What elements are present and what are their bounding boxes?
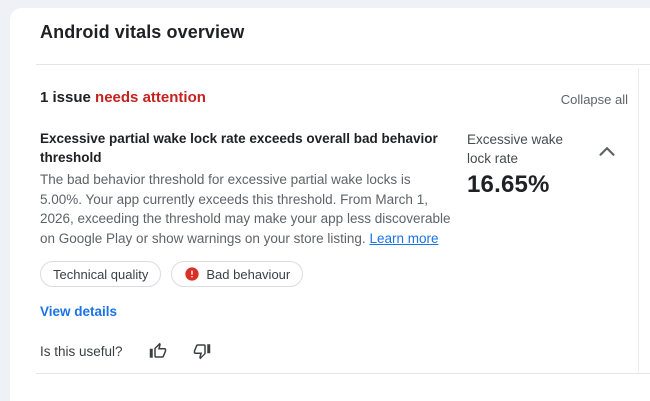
collapse-panel-button[interactable] — [594, 139, 620, 165]
view-details-link[interactable]: View details — [40, 304, 118, 319]
thumbs-up-button[interactable] — [149, 342, 167, 360]
issue-title: Excessive partial wake lock rate exceeds… — [40, 131, 438, 165]
chevron-up-icon — [594, 147, 620, 168]
collapse-all-button[interactable]: Collapse all — [560, 92, 628, 107]
thumbs-down-button[interactable] — [193, 342, 211, 360]
tag-technical-quality[interactable]: Technical quality — [40, 261, 162, 287]
feedback-question: Is this useful? — [40, 343, 123, 359]
panel-right-divider — [638, 68, 639, 373]
issue-details: Excessive partial wake lock rate exceeds… — [40, 129, 456, 248]
issue-summary: 1 issue needs attention — [40, 89, 206, 106]
panel-bottom-divider — [36, 373, 650, 374]
tag-label: Bad behaviour — [206, 266, 291, 282]
issue-status: needs attention — [95, 89, 206, 106]
issue-tags: Technical quality Bad behaviour — [40, 261, 304, 287]
metric-label: Excessive wake lock rate — [467, 132, 564, 166]
learn-more-link[interactable]: Learn more — [369, 230, 439, 246]
issue-description: The bad behavior threshold for excessive… — [40, 170, 456, 248]
thumbs-up-icon — [149, 342, 167, 360]
metric-value: 16.65% — [467, 171, 550, 198]
tag-bad-behaviour[interactable]: Bad behaviour — [171, 261, 304, 287]
error-icon — [184, 266, 200, 282]
vitals-overview-card: Android vitals overview 1 issue needs at… — [10, 8, 650, 401]
issue-count: 1 issue — [40, 89, 91, 106]
tag-label: Technical quality — [53, 266, 149, 282]
issue-description-text: The bad behavior threshold for excessive… — [40, 172, 451, 246]
thumbs-down-icon — [193, 342, 211, 360]
page-title: Android vitals overview — [40, 22, 245, 42]
metric-block: Excessive wake lock rate 16.65% — [467, 130, 585, 199]
feedback-row: Is this useful? — [40, 342, 211, 360]
header-divider — [36, 64, 650, 65]
